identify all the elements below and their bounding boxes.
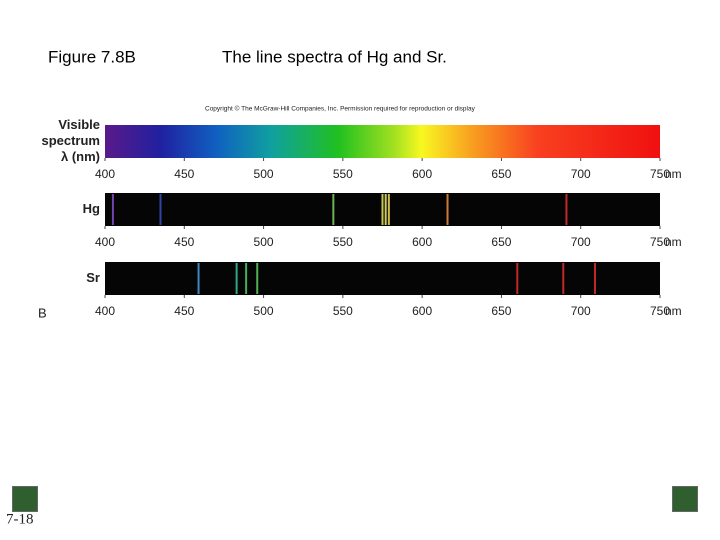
row-label: Visible [58,117,100,132]
emission-line [256,263,259,294]
emission-line [593,263,596,294]
x-tick-label: 650 [491,167,511,181]
unit-label: nm [665,304,682,318]
unit-label: nm [665,235,682,249]
emission-line [235,263,238,294]
emission-line [159,194,162,225]
emission-line [565,194,568,225]
x-tick-label: 400 [95,304,115,318]
x-tick-label: 450 [174,235,194,249]
x-tick-label: 700 [571,167,591,181]
row-label: Hg [83,201,100,216]
x-tick-label: 450 [174,304,194,318]
x-tick-label: 500 [254,235,274,249]
x-tick-label: 550 [333,167,353,181]
emission-line [562,263,565,294]
emission-line [197,263,200,294]
x-tick-label: 600 [412,235,432,249]
x-tick-label: 500 [254,304,274,318]
panel-label: B [38,305,47,320]
x-tick-label: 650 [491,304,511,318]
x-tick-label: 600 [412,304,432,318]
x-tick-label: 400 [95,235,115,249]
row-label: λ (nm) [61,149,100,164]
x-tick-label: 750 [650,304,670,318]
x-tick-label: 500 [254,167,274,181]
emission-line [332,194,335,225]
emission-line [516,263,519,294]
x-tick-label: 400 [95,167,115,181]
x-tick-label: 750 [650,235,670,249]
x-tick-label: 650 [491,235,511,249]
spectrum-background [105,262,660,295]
copyright: Copyright © The McGraw-Hill Companies, I… [205,105,476,113]
emission-line [446,194,449,225]
figure-title: The line spectra of Hg and Sr. [222,47,447,66]
x-tick-label: 700 [571,304,591,318]
figure-number: Figure 7.8B [48,47,136,66]
x-tick-label: 750 [650,167,670,181]
unit-label: nm [665,167,682,181]
prev-button[interactable] [12,486,38,512]
row-label: spectrum [41,133,100,148]
visible-spectrum [105,125,660,158]
emission-line [245,263,248,294]
page-number: 7-18 [6,511,34,527]
emission-line [381,194,384,225]
next-button[interactable] [672,486,698,512]
x-tick-label: 700 [571,235,591,249]
emission-line [111,194,114,225]
x-tick-label: 450 [174,167,194,181]
x-tick-label: 550 [333,235,353,249]
emission-line [384,194,387,225]
x-tick-label: 550 [333,304,353,318]
x-tick-label: 600 [412,167,432,181]
emission-line [387,194,390,225]
row-label: Sr [86,270,100,285]
